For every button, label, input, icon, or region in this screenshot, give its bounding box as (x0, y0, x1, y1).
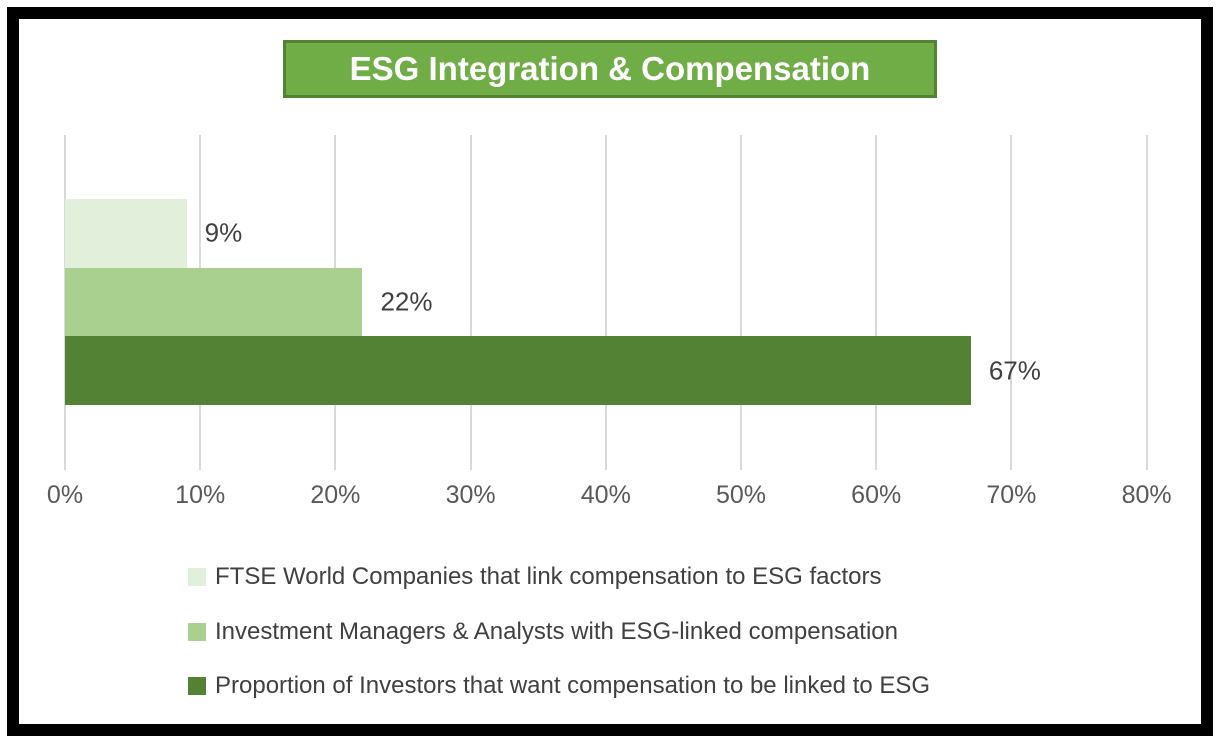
x-tick-label-40%: 40% (580, 481, 631, 509)
legend-label-3: Proportion of Investors that want compen… (215, 672, 931, 699)
x-tick-label-30%: 30% (445, 481, 496, 509)
gridline-30% (469, 135, 472, 470)
legend-item-3: Proportion of Investors that want compen… (188, 672, 930, 700)
bar-series-1 (65, 199, 187, 268)
legend-label-2: Investment Managers & Analysts with ESG-… (215, 617, 898, 645)
gridline-70% (1010, 135, 1013, 470)
chart-border-frame (7, 7, 1213, 736)
x-tick-label-70%: 70% (986, 481, 1037, 509)
data-label-series-1: 9% (204, 217, 243, 248)
x-tick-label-0%: 0% (46, 481, 84, 509)
chart-title-box: ESG Integration & Compensation (283, 40, 937, 98)
legend-swatch-icon (188, 677, 206, 695)
x-tick-label-80%: 80% (1121, 481, 1172, 509)
bar-series-2 (65, 267, 363, 337)
x-tick-label-20%: 20% (310, 481, 361, 509)
data-label-series-3: 67% (988, 355, 1041, 385)
legend-swatch-icon (188, 568, 206, 586)
gridline-60% (875, 135, 878, 470)
gridline-40% (604, 135, 607, 470)
chart-title: ESG Integration & Compensation (349, 50, 871, 87)
x-tick-label-50%: 50% (715, 481, 767, 509)
bar-series-3 (65, 336, 971, 405)
legend-item-2: Investment Managers & Analysts with ESG-… (188, 618, 898, 646)
x-tick-label-60%: 60% (851, 481, 902, 509)
x-tick-label-10%: 10% (175, 481, 226, 509)
gridline-50% (740, 135, 742, 470)
data-label-series-2: 22% (380, 286, 433, 317)
legend-swatch-icon (188, 622, 206, 641)
legend-item-1: FTSE World Companies that link compensat… (188, 563, 882, 591)
gridline-80% (1145, 135, 1148, 470)
legend-label-1: FTSE World Companies that link compensat… (215, 563, 882, 590)
